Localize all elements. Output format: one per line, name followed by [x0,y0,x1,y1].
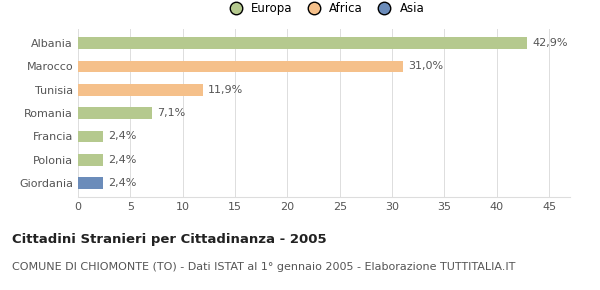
Text: 2,4%: 2,4% [109,155,137,165]
Text: 2,4%: 2,4% [109,131,137,142]
Text: 7,1%: 7,1% [158,108,186,118]
Bar [78,84,203,96]
Bar [78,130,103,142]
Bar [78,154,103,166]
Text: 2,4%: 2,4% [109,178,137,188]
Text: 42,9%: 42,9% [532,38,568,48]
Bar [78,107,152,119]
Bar [78,177,103,189]
Legend: Europa, Africa, Asia: Europa, Africa, Asia [219,0,429,20]
Text: COMUNE DI CHIOMONTE (TO) - Dati ISTAT al 1° gennaio 2005 - Elaborazione TUTTITAL: COMUNE DI CHIOMONTE (TO) - Dati ISTAT al… [12,262,515,272]
Text: 31,0%: 31,0% [408,61,443,71]
Bar [78,61,403,72]
Text: 11,9%: 11,9% [208,85,243,95]
Bar [78,37,527,49]
Text: Cittadini Stranieri per Cittadinanza - 2005: Cittadini Stranieri per Cittadinanza - 2… [12,233,326,246]
